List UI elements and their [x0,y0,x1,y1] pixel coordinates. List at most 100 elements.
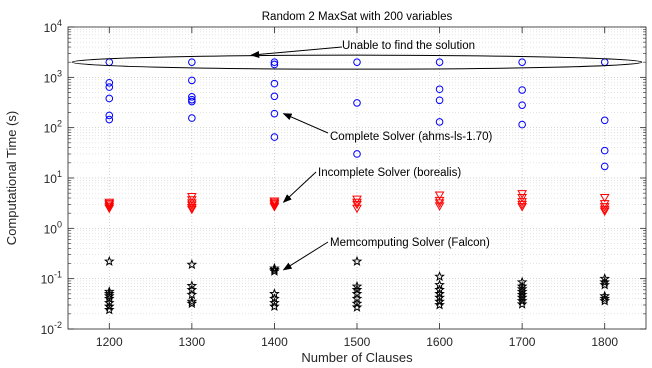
star-marker [269,293,280,304]
circle-marker [435,96,444,105]
circle-marker [518,101,526,109]
star-marker [434,284,445,295]
triangle-marker [517,200,528,210]
y-tick-label: 100 [44,219,62,236]
circle-marker [105,78,114,87]
circle-marker [353,150,361,158]
star-marker [103,255,115,266]
y-tick-exponent: 3 [57,68,62,78]
triangle-marker [434,199,445,208]
y-tick-label: 10-1 [41,270,62,287]
triangle-marker [517,203,528,212]
star-marker [516,298,528,309]
star-marker [186,280,198,291]
circle-marker [188,95,196,104]
y-tick-exponent: 2 [57,119,62,129]
circle-marker [518,86,526,94]
star-marker [351,284,363,295]
y-tick-base: 10 [41,323,55,337]
star-marker [186,259,198,270]
x-tick-label: 1400 [261,335,288,349]
star-marker [516,295,528,306]
x-tick-label: 1600 [426,335,453,349]
circle-marker [270,60,279,69]
triangle-marker [517,198,528,207]
star-marker [269,265,280,276]
star-marker [434,296,445,307]
x-tick-label: 1800 [591,335,618,349]
star-marker [269,300,280,312]
x-axis-title: Number of Clauses [301,350,413,365]
star-marker [186,296,198,307]
y-tick-label: 102 [44,119,62,136]
star-marker [599,293,611,304]
y-tick-exponent: 0 [57,219,62,229]
star-marker [434,270,445,282]
y-tick-label: 104 [44,18,62,35]
circle-marker [188,76,196,85]
circle-marker [353,58,361,66]
grid [68,26,646,330]
annotations: Unable to find the solution Complete Solv… [71,40,643,271]
circle-marker [270,58,279,66]
x-tick-labels: 1200 1300 1400 1500 1600 1700 1800 [96,335,618,349]
star-marker [599,276,611,287]
star-marker [269,297,280,308]
circle-marker [270,92,279,101]
triangle-marker [186,203,197,213]
triangle-marker [434,191,445,200]
star-marker [434,299,445,310]
y-tick-label: 103 [44,68,62,85]
triangle-marker [104,198,115,208]
circle-marker [435,58,444,66]
star-marker [351,301,363,312]
circle-marker [188,93,196,101]
circle-marker [105,115,114,124]
chart-title: Random 2 MaxSat with 200 variables [262,11,453,23]
data-markers [103,58,611,315]
circle-marker [353,99,361,107]
circle-marker [518,58,526,66]
annotation-label: Memcomputing Solver (Falcon) [330,237,490,249]
circle-marker [600,146,609,155]
star-marker [434,288,445,299]
triangle-marker [599,193,610,203]
y-tick-exponent: -2 [54,320,62,330]
annotation-arrow [282,171,317,203]
triangle-marker [599,203,610,212]
star-marker [599,295,611,306]
star-marker [186,297,198,309]
star-marker [269,264,280,275]
triangle-marker [352,198,362,208]
y-tick-exponent: 4 [57,18,62,28]
circle-marker [105,83,114,91]
triangle-marker [186,205,197,215]
star-marker [599,279,611,290]
circle-marker [435,118,444,126]
annotation-arrow [250,46,343,58]
circle-marker [105,111,114,120]
y-tick-base: 10 [44,222,58,236]
circle-marker [105,94,114,103]
y-tick-exponent: -1 [54,270,62,280]
unable-ellipse [71,54,643,70]
triangle-marker [352,204,362,214]
triangle-marker [517,193,528,203]
y-tick-base: 10 [44,122,58,136]
triangle-marker [269,203,280,212]
triangle-marker [104,204,115,214]
triangle-marker [599,207,610,217]
y-tick-base: 10 [44,21,58,35]
annotation-label: Unable to find the solution [342,40,475,52]
annotation-label: Incomplete Solver (borealis) [318,167,461,179]
annotation-arrow [282,113,329,134]
circle-marker [188,114,196,122]
circle-marker [270,109,279,118]
circle-marker [188,58,196,66]
triangle-marker [186,199,197,208]
star-marker [103,304,115,315]
triangle-marker [269,198,280,208]
circle-marker [270,79,279,88]
